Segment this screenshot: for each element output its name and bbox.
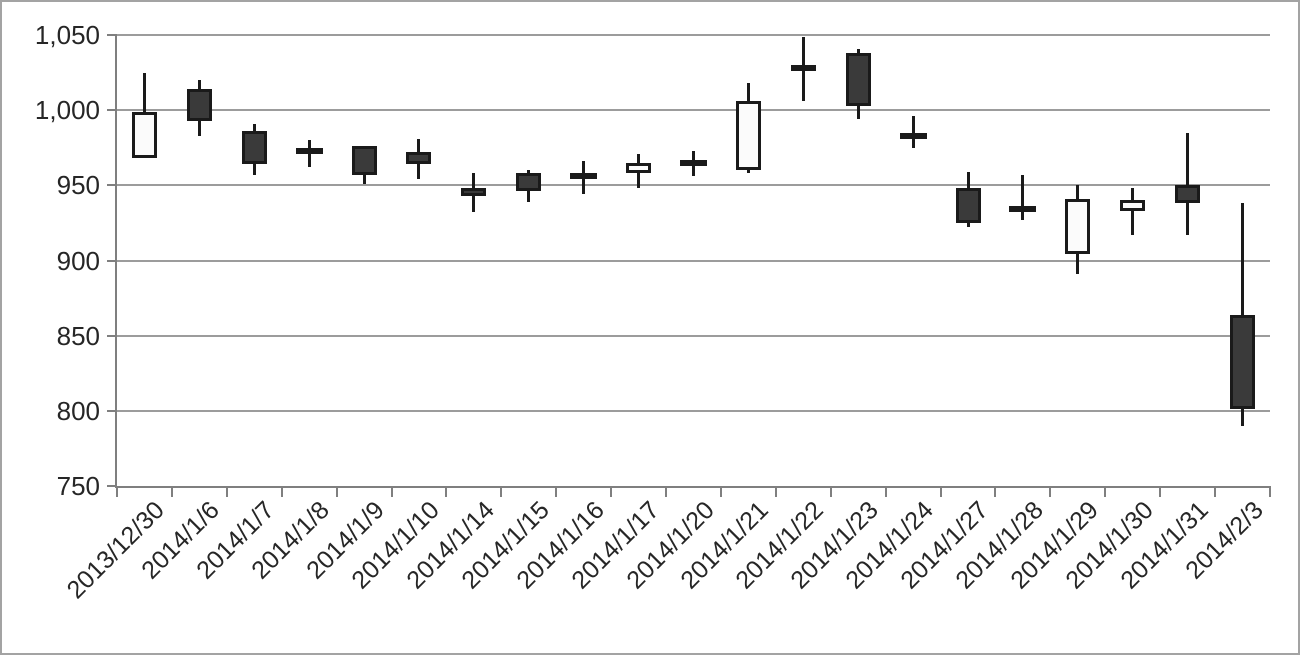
x-axis-tick [116, 486, 118, 497]
y-axis-label: 850 [56, 320, 100, 351]
x-axis-tick [335, 486, 338, 497]
y-axis-tick [107, 184, 117, 187]
candle-body-down [845, 53, 871, 106]
doji-cross [295, 147, 323, 154]
candle-body-down [406, 152, 432, 165]
x-axis-tick [1159, 486, 1162, 497]
y-axis-tick [107, 334, 117, 337]
candle-body-up [1120, 200, 1146, 211]
candle-wick [1241, 203, 1245, 426]
gridline [117, 109, 1270, 112]
candle-body-up [626, 162, 652, 174]
candle-body-down [1175, 185, 1201, 204]
y-axis-label: 950 [56, 170, 100, 201]
y-axis-label: 900 [56, 245, 100, 276]
x-axis-tick [225, 486, 228, 497]
candle-body-down [351, 146, 377, 175]
y-axis-tick [107, 34, 117, 36]
candle-wick [1131, 188, 1135, 235]
gridline [117, 184, 1270, 187]
x-axis-tick [1104, 486, 1107, 497]
x-axis-tick [829, 486, 832, 497]
x-axis-tick [610, 486, 613, 497]
x-axis-tick [280, 486, 283, 497]
x-axis-tick [170, 486, 173, 497]
gridline [117, 334, 1270, 337]
y-axis-label: 1,050 [34, 20, 100, 50]
x-axis-tick [665, 486, 668, 497]
candle-wick [1021, 174, 1025, 220]
y-axis-label: 1,000 [34, 95, 100, 126]
candle-body-down [461, 188, 487, 196]
gridline [117, 259, 1270, 262]
x-axis-tick [390, 486, 393, 497]
x-axis-tick [939, 486, 942, 497]
candle-body-up [1065, 198, 1091, 255]
y-axis-tick [107, 409, 117, 412]
x-axis-tick [445, 486, 448, 497]
candle-body-down [1230, 314, 1256, 410]
x-axis-tick [774, 486, 777, 497]
candle-body-down [790, 65, 816, 72]
gridline [117, 34, 1270, 36]
x-axis-tick [1049, 486, 1052, 497]
doji-cross [680, 159, 707, 166]
candle-wick [1186, 132, 1190, 235]
x-axis-line [115, 486, 1270, 488]
x-axis-tick [1269, 486, 1271, 497]
x-axis-tick [994, 486, 997, 497]
x-axis-tick [1214, 486, 1217, 497]
candle-body-down [186, 89, 212, 121]
y-axis-tick [107, 109, 117, 112]
candle-wick [911, 116, 915, 148]
candle-body-up [131, 111, 157, 159]
y-axis-label: 750 [56, 471, 100, 501]
x-axis-tick [719, 486, 722, 497]
doji-cross [1009, 206, 1037, 213]
gridline [117, 409, 1270, 412]
candle-body-down [516, 173, 542, 192]
x-axis-tick [884, 486, 887, 497]
doji-cross [899, 132, 927, 139]
x-axis-tick [500, 486, 503, 497]
y-axis-label: 800 [56, 395, 100, 426]
candle-body-up [735, 101, 761, 171]
y-axis-line [115, 35, 117, 488]
doji-cross [570, 173, 598, 180]
candle-body-down [241, 131, 267, 165]
y-axis-tick [107, 485, 117, 487]
x-axis-tick [555, 486, 558, 497]
candle-body-down [955, 188, 981, 223]
y-axis-tick [107, 259, 117, 262]
